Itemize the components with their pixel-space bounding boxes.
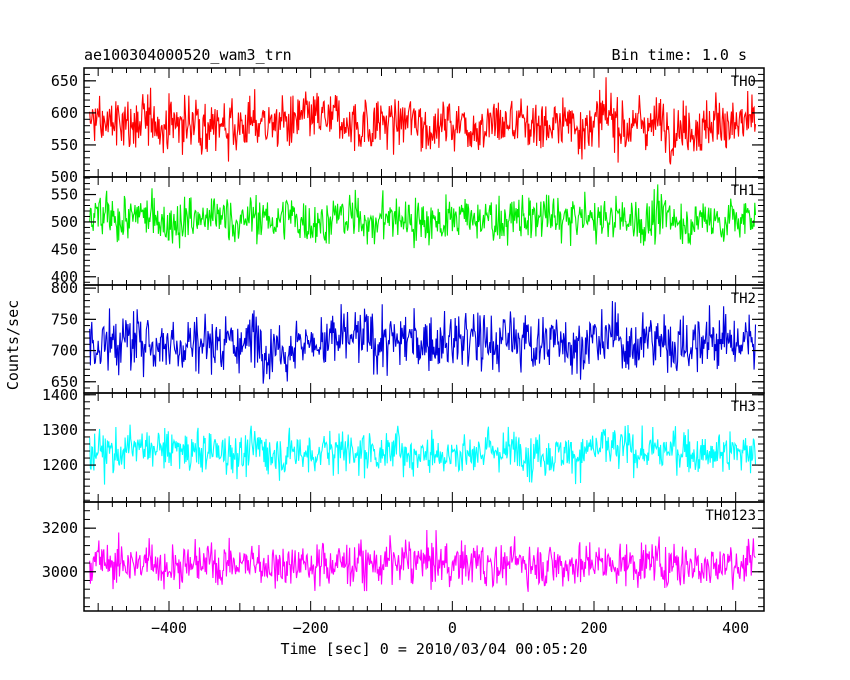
y-tick-label: 550 [51, 186, 78, 204]
series-th0 [89, 77, 757, 165]
y-tick-label: 1400 [42, 386, 78, 404]
panel-tag-th0123: TH0123 [705, 508, 756, 524]
series-th3 [89, 424, 757, 485]
panel-th2: 650 700 750 800 TH2 [51, 279, 765, 394]
panel-frame [83, 176, 765, 286]
x-tick-label: −400 [151, 619, 187, 637]
y-tick-label: 3000 [42, 563, 78, 581]
y-tick-label: 1300 [42, 421, 78, 439]
y-tick-label: 500 [51, 168, 78, 186]
series-th0123 [89, 530, 756, 592]
panel-th3: 1200 1300 1400 TH3 [42, 386, 765, 503]
y-tick-label: 500 [51, 213, 78, 231]
x-axis: −400 −200 0 200 400 [151, 619, 749, 637]
y-tick-label: 450 [51, 240, 78, 258]
series-th1 [89, 184, 757, 249]
y-axis-label: Counts/sec [4, 300, 22, 390]
panel-tag-th3: TH3 [731, 399, 756, 415]
y-tick-label: 3200 [42, 519, 78, 537]
y-tick-label: 650 [51, 373, 78, 391]
x-tick-label: 400 [722, 619, 749, 637]
panel-th0: 500 550 600 650 TH0 [51, 67, 765, 186]
x-axis-label: Time [sec] 0 = 2010/03/04 00:05:20 [280, 640, 587, 658]
x-tick-label: −200 [293, 619, 329, 637]
panel-tag-th0: TH0 [731, 74, 756, 90]
y-tick-label: 700 [51, 342, 78, 360]
y-tick-label: 800 [51, 279, 78, 297]
y-tick-label: 650 [51, 72, 78, 90]
panel-th0123: 3000 3200 TH0123 [42, 501, 765, 612]
x-tick-label: 200 [580, 619, 607, 637]
chart-title: ae100304000520_wam3_trn [84, 46, 292, 64]
y-tick-label: 600 [51, 104, 78, 122]
y-tick-label: 550 [51, 136, 78, 154]
y-tick-label: 1200 [42, 456, 78, 474]
panel-tag-th2: TH2 [731, 291, 756, 307]
panel-tag-th1: TH1 [731, 183, 756, 199]
series-th2 [89, 300, 757, 384]
y-tick-label: 750 [51, 310, 78, 328]
panel-th1: 400 450 500 550 TH1 [51, 176, 765, 286]
x-tick-label: 0 [448, 619, 457, 637]
bin-time-label: Bin time: 1.0 s [612, 46, 747, 64]
y-tick-label: 400 [51, 268, 78, 286]
